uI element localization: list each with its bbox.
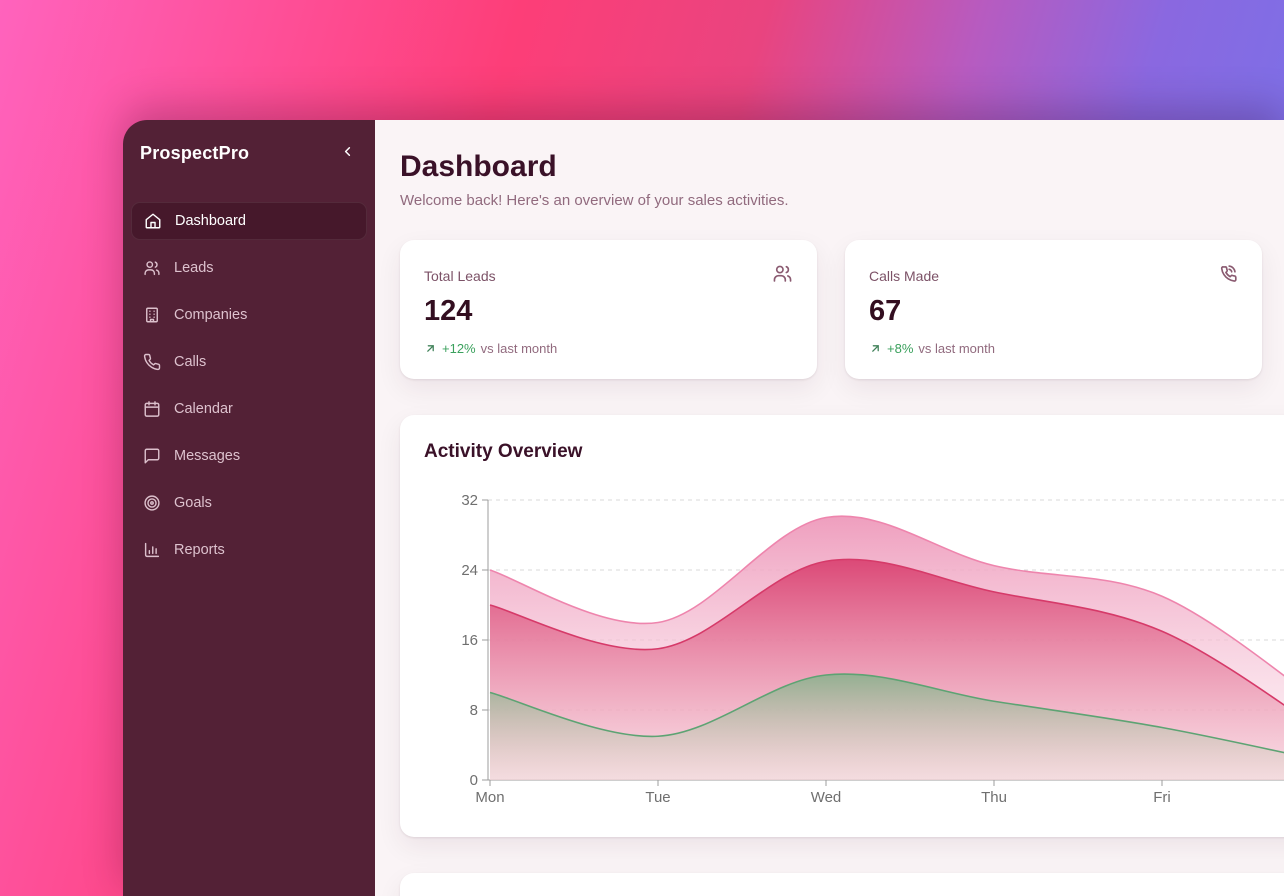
- sidebar-item-label: Calendar: [174, 401, 233, 417]
- trend-percent: +8%: [887, 341, 914, 356]
- svg-text:Fri: Fri: [1153, 789, 1171, 803]
- sidebar-item-label: Companies: [174, 307, 248, 323]
- stat-label: Calls Made: [869, 268, 940, 284]
- sidebar-nav: Dashboard Leads Companies Calls: [131, 202, 367, 569]
- brand-row: ProspectPro: [131, 142, 367, 164]
- chart-title: Activity Overview: [424, 441, 583, 462]
- stat-card-total-leads: Total Leads 124 +12% vs last month: [400, 240, 817, 379]
- stat-trend: +12% vs last month: [424, 341, 793, 356]
- message-icon: [143, 447, 161, 465]
- svg-text:0: 0: [470, 772, 478, 789]
- sidebar-item-label: Leads: [174, 260, 214, 276]
- page-subtitle: Welcome back! Here's an overview of your…: [400, 192, 789, 209]
- home-icon: [144, 212, 162, 230]
- svg-text:Thu: Thu: [981, 789, 1007, 803]
- sidebar-item-label: Reports: [174, 542, 225, 558]
- stat-card-header: Calls Made: [869, 263, 1238, 284]
- sidebar-item-leads[interactable]: Leads: [131, 249, 367, 287]
- chevron-left-icon: [340, 144, 355, 162]
- stat-card-header: Total Leads: [424, 263, 793, 284]
- stat-value: 124: [424, 295, 473, 327]
- svg-text:16: 16: [461, 632, 478, 649]
- building-icon: [143, 306, 161, 324]
- sidebar-item-dashboard[interactable]: Dashboard: [131, 202, 367, 240]
- svg-text:24: 24: [461, 562, 478, 579]
- sidebar-item-companies[interactable]: Companies: [131, 296, 367, 334]
- trend-up-arrow-icon: [869, 342, 882, 355]
- sidebar-item-calls[interactable]: Calls: [131, 343, 367, 381]
- stat-value: 67: [869, 295, 902, 327]
- users-icon: [772, 263, 793, 284]
- sidebar-item-messages[interactable]: Messages: [131, 437, 367, 475]
- brand-logo: ProspectPro: [140, 142, 250, 163]
- stat-trend: +8% vs last month: [869, 341, 1238, 356]
- sidebar-item-label: Goals: [174, 495, 212, 511]
- stat-card-calls-made: Calls Made 67 +8% vs last month: [845, 240, 1262, 379]
- activity-overview-card: Activity Overview 0 8 16 24 32 Mon Tue Wed Thu Fr…: [400, 415, 1284, 837]
- trend-suffix: vs last month: [918, 341, 995, 356]
- svg-text:Tue: Tue: [645, 789, 670, 803]
- stat-label: Total Leads: [424, 268, 496, 284]
- activity-area-chart: 08162432MonTueWedThuFriSat: [461, 492, 1284, 803]
- sidebar-item-reports[interactable]: Reports: [131, 531, 367, 569]
- app-window: ProspectPro Dashboard Leads: [123, 120, 1284, 896]
- stats-row: Total Leads 124 +12% vs last month Calls: [400, 240, 1284, 379]
- bottom-card-clipped: [400, 873, 1284, 896]
- trend-up-arrow-icon: [424, 342, 437, 355]
- sidebar-item-label: Dashboard: [175, 213, 246, 229]
- sidebar-item-label: Messages: [174, 448, 241, 464]
- sidebar-item-label: Calls: [174, 354, 207, 370]
- sidebar-item-calendar[interactable]: Calendar: [131, 390, 367, 428]
- users-icon: [143, 259, 161, 277]
- svg-text:32: 32: [461, 492, 478, 509]
- phone-icon: [143, 353, 161, 371]
- sidebar-collapse-button[interactable]: [338, 142, 357, 164]
- calendar-icon: [143, 400, 161, 418]
- target-icon: [143, 494, 161, 512]
- svg-text:Wed: Wed: [811, 789, 842, 803]
- page-title: Dashboard: [400, 150, 557, 183]
- phone-call-icon: [1217, 263, 1238, 284]
- sidebar: ProspectPro Dashboard Leads: [123, 120, 375, 896]
- main-content: Dashboard Welcome back! Here's an overvi…: [375, 120, 1284, 896]
- trend-percent: +12%: [442, 341, 476, 356]
- sidebar-item-goals[interactable]: Goals: [131, 484, 367, 522]
- bar-chart-icon: [143, 541, 161, 559]
- svg-text:8: 8: [470, 702, 478, 719]
- trend-suffix: vs last month: [480, 341, 558, 356]
- svg-text:Mon: Mon: [475, 789, 504, 803]
